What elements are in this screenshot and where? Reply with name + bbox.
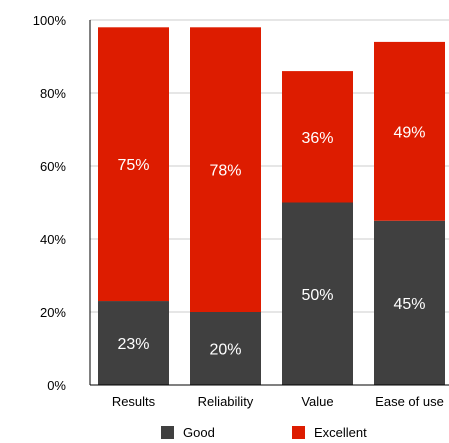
legend: Good Excellent bbox=[161, 425, 367, 440]
y-tick-label: 80% bbox=[40, 86, 66, 101]
y-tick-label: 100% bbox=[33, 13, 67, 28]
data-label: 36% bbox=[301, 130, 333, 147]
legend-swatch-excellent bbox=[292, 426, 305, 439]
bar-excellent-value bbox=[282, 71, 353, 203]
y-tick-label: 0% bbox=[47, 378, 66, 393]
legend-label-good: Good bbox=[183, 425, 215, 440]
axes: 0% 20% 40% 60% 80% 100% Results Reliability Valu… bbox=[33, 13, 449, 409]
bar-good-reliability bbox=[190, 312, 261, 385]
y-tick-label: 40% bbox=[40, 232, 66, 247]
bars: 23% 75% 20% 78% 50% 36% 45% 49% bbox=[98, 27, 445, 385]
y-tick-label: 60% bbox=[40, 159, 66, 174]
data-label: 20% bbox=[209, 342, 241, 359]
x-tick-label: Results bbox=[112, 394, 156, 409]
data-label: 49% bbox=[393, 124, 425, 141]
data-label: 45% bbox=[393, 296, 425, 313]
bar-excellent-reliability bbox=[190, 27, 261, 313]
x-tick-label: Ease of use bbox=[375, 394, 444, 409]
bar-good-value bbox=[282, 202, 353, 385]
x-tick-label: Reliability bbox=[198, 394, 254, 409]
data-label: 78% bbox=[209, 163, 241, 180]
y-tick-label: 20% bbox=[40, 305, 66, 320]
bar-excellent-results bbox=[98, 27, 169, 302]
x-tick-label: Value bbox=[301, 394, 333, 409]
bar-excellent-ease-of-use bbox=[374, 41, 445, 221]
data-label: 75% bbox=[117, 157, 149, 174]
data-label: 50% bbox=[301, 287, 333, 304]
legend-label-excellent: Excellent bbox=[314, 425, 367, 440]
bar-good-results bbox=[98, 301, 169, 385]
bar-good-ease-of-use bbox=[374, 220, 445, 385]
legend-swatch-good bbox=[161, 426, 174, 439]
data-label: 23% bbox=[117, 336, 149, 353]
